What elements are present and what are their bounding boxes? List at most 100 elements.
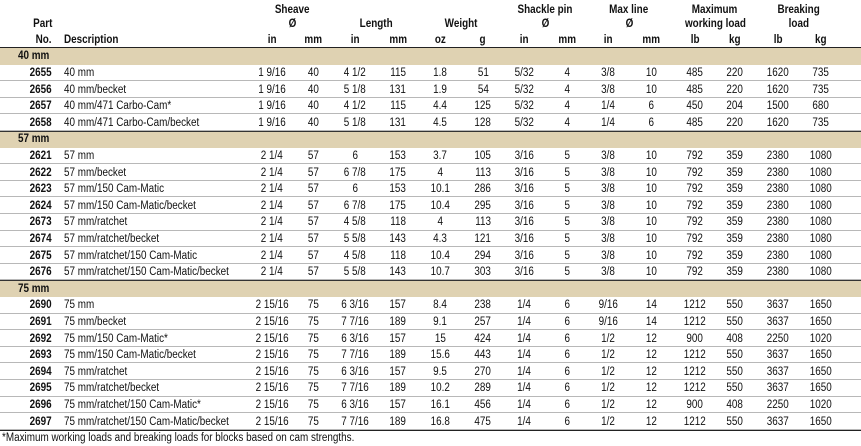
cell: 1/2 <box>601 382 615 395</box>
description: 75 mm/ratchet/becket <box>64 382 160 395</box>
cell: 10 <box>645 216 657 229</box>
cell: 4 5/8 <box>343 249 366 262</box>
row-rule <box>0 196 861 198</box>
row-rule <box>0 329 861 331</box>
cell: 2 1/4 <box>260 149 283 162</box>
cell: 3/8 <box>601 183 615 196</box>
cell: 1 9/16 <box>258 116 286 129</box>
row-rule <box>0 379 861 380</box>
cell: 450 <box>686 100 704 113</box>
cell: 6 <box>564 398 570 411</box>
part-number: 2696 <box>29 398 52 411</box>
cell: 40 <box>307 100 319 113</box>
cell: 900 <box>686 398 704 411</box>
header-group: Sheave <box>274 4 310 16</box>
cell: 5/32 <box>514 83 534 96</box>
part-number: 2621 <box>29 149 52 162</box>
cell: 2380 <box>766 266 790 279</box>
description: 40 mm/471 Carbo-Cam/becket <box>64 116 200 129</box>
cell: 5 1/8 <box>343 83 366 96</box>
cell: 189 <box>389 415 407 428</box>
cell: 5 <box>564 166 570 179</box>
cell: 143 <box>389 232 407 245</box>
header-description: Description <box>64 34 119 46</box>
cell: 115 <box>390 66 406 79</box>
cell: 113 <box>475 166 491 179</box>
cell: 14 <box>645 315 657 328</box>
cell: 6 <box>352 183 358 196</box>
cell: 4.3 <box>433 232 447 245</box>
row-rule <box>0 113 861 115</box>
cell: 1620 <box>766 116 790 129</box>
cell: 153 <box>389 149 407 162</box>
cell: 3/16 <box>514 216 534 229</box>
cell: 792 <box>686 232 704 245</box>
cell: 2 15/16 <box>255 382 289 395</box>
cell: 6 7/8 <box>343 199 366 212</box>
cell: 2 15/16 <box>255 398 289 411</box>
cell: 16.1 <box>430 398 450 411</box>
cell: 4 1/2 <box>343 66 366 79</box>
cell: 1080 <box>809 216 833 229</box>
row-rule <box>0 345 861 347</box>
cell: 1212 <box>683 299 707 312</box>
cell: 3637 <box>766 415 790 428</box>
cell: 175 <box>389 199 407 212</box>
cell: 2 1/4 <box>260 249 283 262</box>
cell: 359 <box>726 216 744 229</box>
cell: 1650 <box>809 299 833 312</box>
header-unit: mm <box>642 34 660 46</box>
cell: 7 7/16 <box>341 349 369 362</box>
cell: 175 <box>389 166 407 179</box>
header-group: Ø <box>625 18 633 30</box>
cell: 1/2 <box>601 332 615 345</box>
row-rule <box>0 229 861 231</box>
cell: 3/16 <box>514 249 534 262</box>
cell: 118 <box>390 249 406 262</box>
section-band <box>0 280 861 297</box>
cell: 5 5/8 <box>343 266 366 279</box>
part-number: 2693 <box>29 349 52 362</box>
row-rule <box>0 163 861 165</box>
cell: 3.7 <box>433 149 447 162</box>
row-rule <box>0 428 861 430</box>
cell: 57 <box>307 199 319 212</box>
description: 40 mm/becket <box>64 83 127 96</box>
cell: 7 7/16 <box>341 415 369 428</box>
cell: 5/32 <box>514 116 534 129</box>
cell: 735 <box>812 116 830 129</box>
cell: 9.1 <box>433 315 447 328</box>
cell: 1620 <box>766 83 790 96</box>
cell: 1/4 <box>517 415 531 428</box>
cell: 550 <box>726 365 744 378</box>
cell: 125 <box>474 100 492 113</box>
cell: 4 <box>437 166 443 179</box>
cell: 6 3/16 <box>341 398 369 411</box>
header-unit: kg <box>729 34 741 46</box>
bottom-rule <box>0 429 861 431</box>
cell: 2 1/4 <box>260 199 283 212</box>
description: 57 mm/becket <box>64 166 127 179</box>
cell: 9/16 <box>598 299 618 312</box>
cell: 3/8 <box>601 249 615 262</box>
cell: 359 <box>726 166 744 179</box>
cell: 2380 <box>766 232 790 245</box>
cell: 2 15/16 <box>255 365 289 378</box>
cell: 3/16 <box>514 232 534 245</box>
cell: 1212 <box>683 365 707 378</box>
cell: 5 <box>564 149 570 162</box>
cell: 6 <box>564 299 570 312</box>
row-rule <box>0 395 861 397</box>
section-band <box>0 131 861 148</box>
cell: 54 <box>477 83 489 96</box>
cell: 2250 <box>766 398 790 411</box>
cell: 1/2 <box>601 365 615 378</box>
cell: 359 <box>726 266 744 279</box>
cell: 289 <box>474 382 492 395</box>
cell: 75 <box>307 382 319 395</box>
header-unit: mm <box>389 34 407 46</box>
cell: 2380 <box>766 216 790 229</box>
cell: 1212 <box>683 415 707 428</box>
cell: 1020 <box>809 398 833 411</box>
